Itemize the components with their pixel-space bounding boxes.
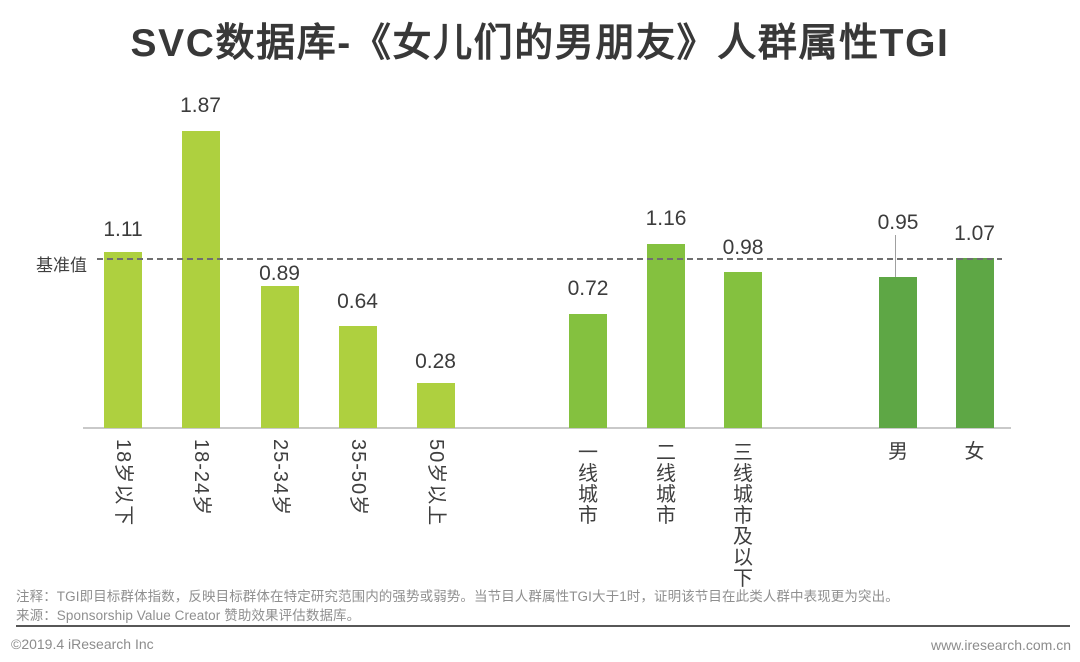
- x-tick-city-tier-1: 二线城市: [656, 442, 676, 527]
- chart-note: 注释：TGI即目标群体指数，反映目标群体在特定研究范围内的强势或弱势。当节目人群…: [16, 589, 899, 604]
- x-tick-gender-0: 男: [888, 441, 908, 463]
- value-label-age-2: 0.89: [259, 262, 300, 285]
- value-label-city-tier-0: 0.72: [567, 277, 609, 300]
- bar-city-tier-1: [647, 244, 685, 428]
- baseline-label: 基准值: [36, 256, 87, 275]
- bar-gender-1: [955, 258, 994, 428]
- x-tick-age-1: 18-24岁: [189, 439, 212, 517]
- value-label-city-tier-2: 0.98: [722, 235, 764, 259]
- value-label-age-0: 1.11: [103, 217, 143, 241]
- value-label-age-1: 1.87: [180, 94, 221, 117]
- footer-website: www.iresearch.com.cn: [930, 637, 1071, 653]
- baseline-dashed-line: [97, 258, 1002, 260]
- x-tick-age-2: 25-34岁: [268, 439, 291, 517]
- value-label-city-tier-1: 1.16: [645, 206, 687, 230]
- x-tick-age-4: 50岁以上: [424, 439, 447, 527]
- footer-divider: [16, 625, 1070, 627]
- bar-city-tier-2: [724, 272, 762, 428]
- x-tick-age-3: 35-50岁: [346, 439, 369, 517]
- bar-city-tier-0: [569, 314, 607, 428]
- bar-gender-0: [879, 277, 917, 428]
- x-tick-city-tier-2: 三线城市及以下: [733, 442, 753, 590]
- value-label-age-4: 0.28: [415, 349, 456, 373]
- bar-age-2: [260, 286, 299, 428]
- value-label-age-3: 0.64: [337, 290, 378, 313]
- bar-age-0: [104, 252, 142, 428]
- x-tick-age-0: 18岁以下: [112, 439, 134, 527]
- footer-copyright: ©2019.4 iResearch Inc: [11, 636, 154, 652]
- x-tick-gender-1: 女: [964, 441, 985, 463]
- bar-age-4: [416, 383, 455, 428]
- tgi-bar-chart: SVC数据库-《女儿们的男朋友》人群属性TGI 基准值 1.11 1.87 0.89…: [36, 22, 1011, 590]
- x-tick-city-tier-0: 一线城市: [578, 442, 598, 527]
- x-axis-line: [83, 427, 1011, 429]
- value-label-gender-1: 1.07: [954, 222, 995, 245]
- chart-source: 来源：Sponsorship Value Creator 赞助效果评估数据库。: [16, 608, 361, 623]
- bar-age-3: [338, 326, 377, 428]
- value-label-leader-line: [895, 235, 896, 277]
- value-label-gender-0: 0.95: [877, 210, 919, 234]
- chart-title: SVC数据库-《女儿们的男朋友》人群属性TGI: [130, 22, 950, 65]
- bar-age-1: [181, 131, 220, 428]
